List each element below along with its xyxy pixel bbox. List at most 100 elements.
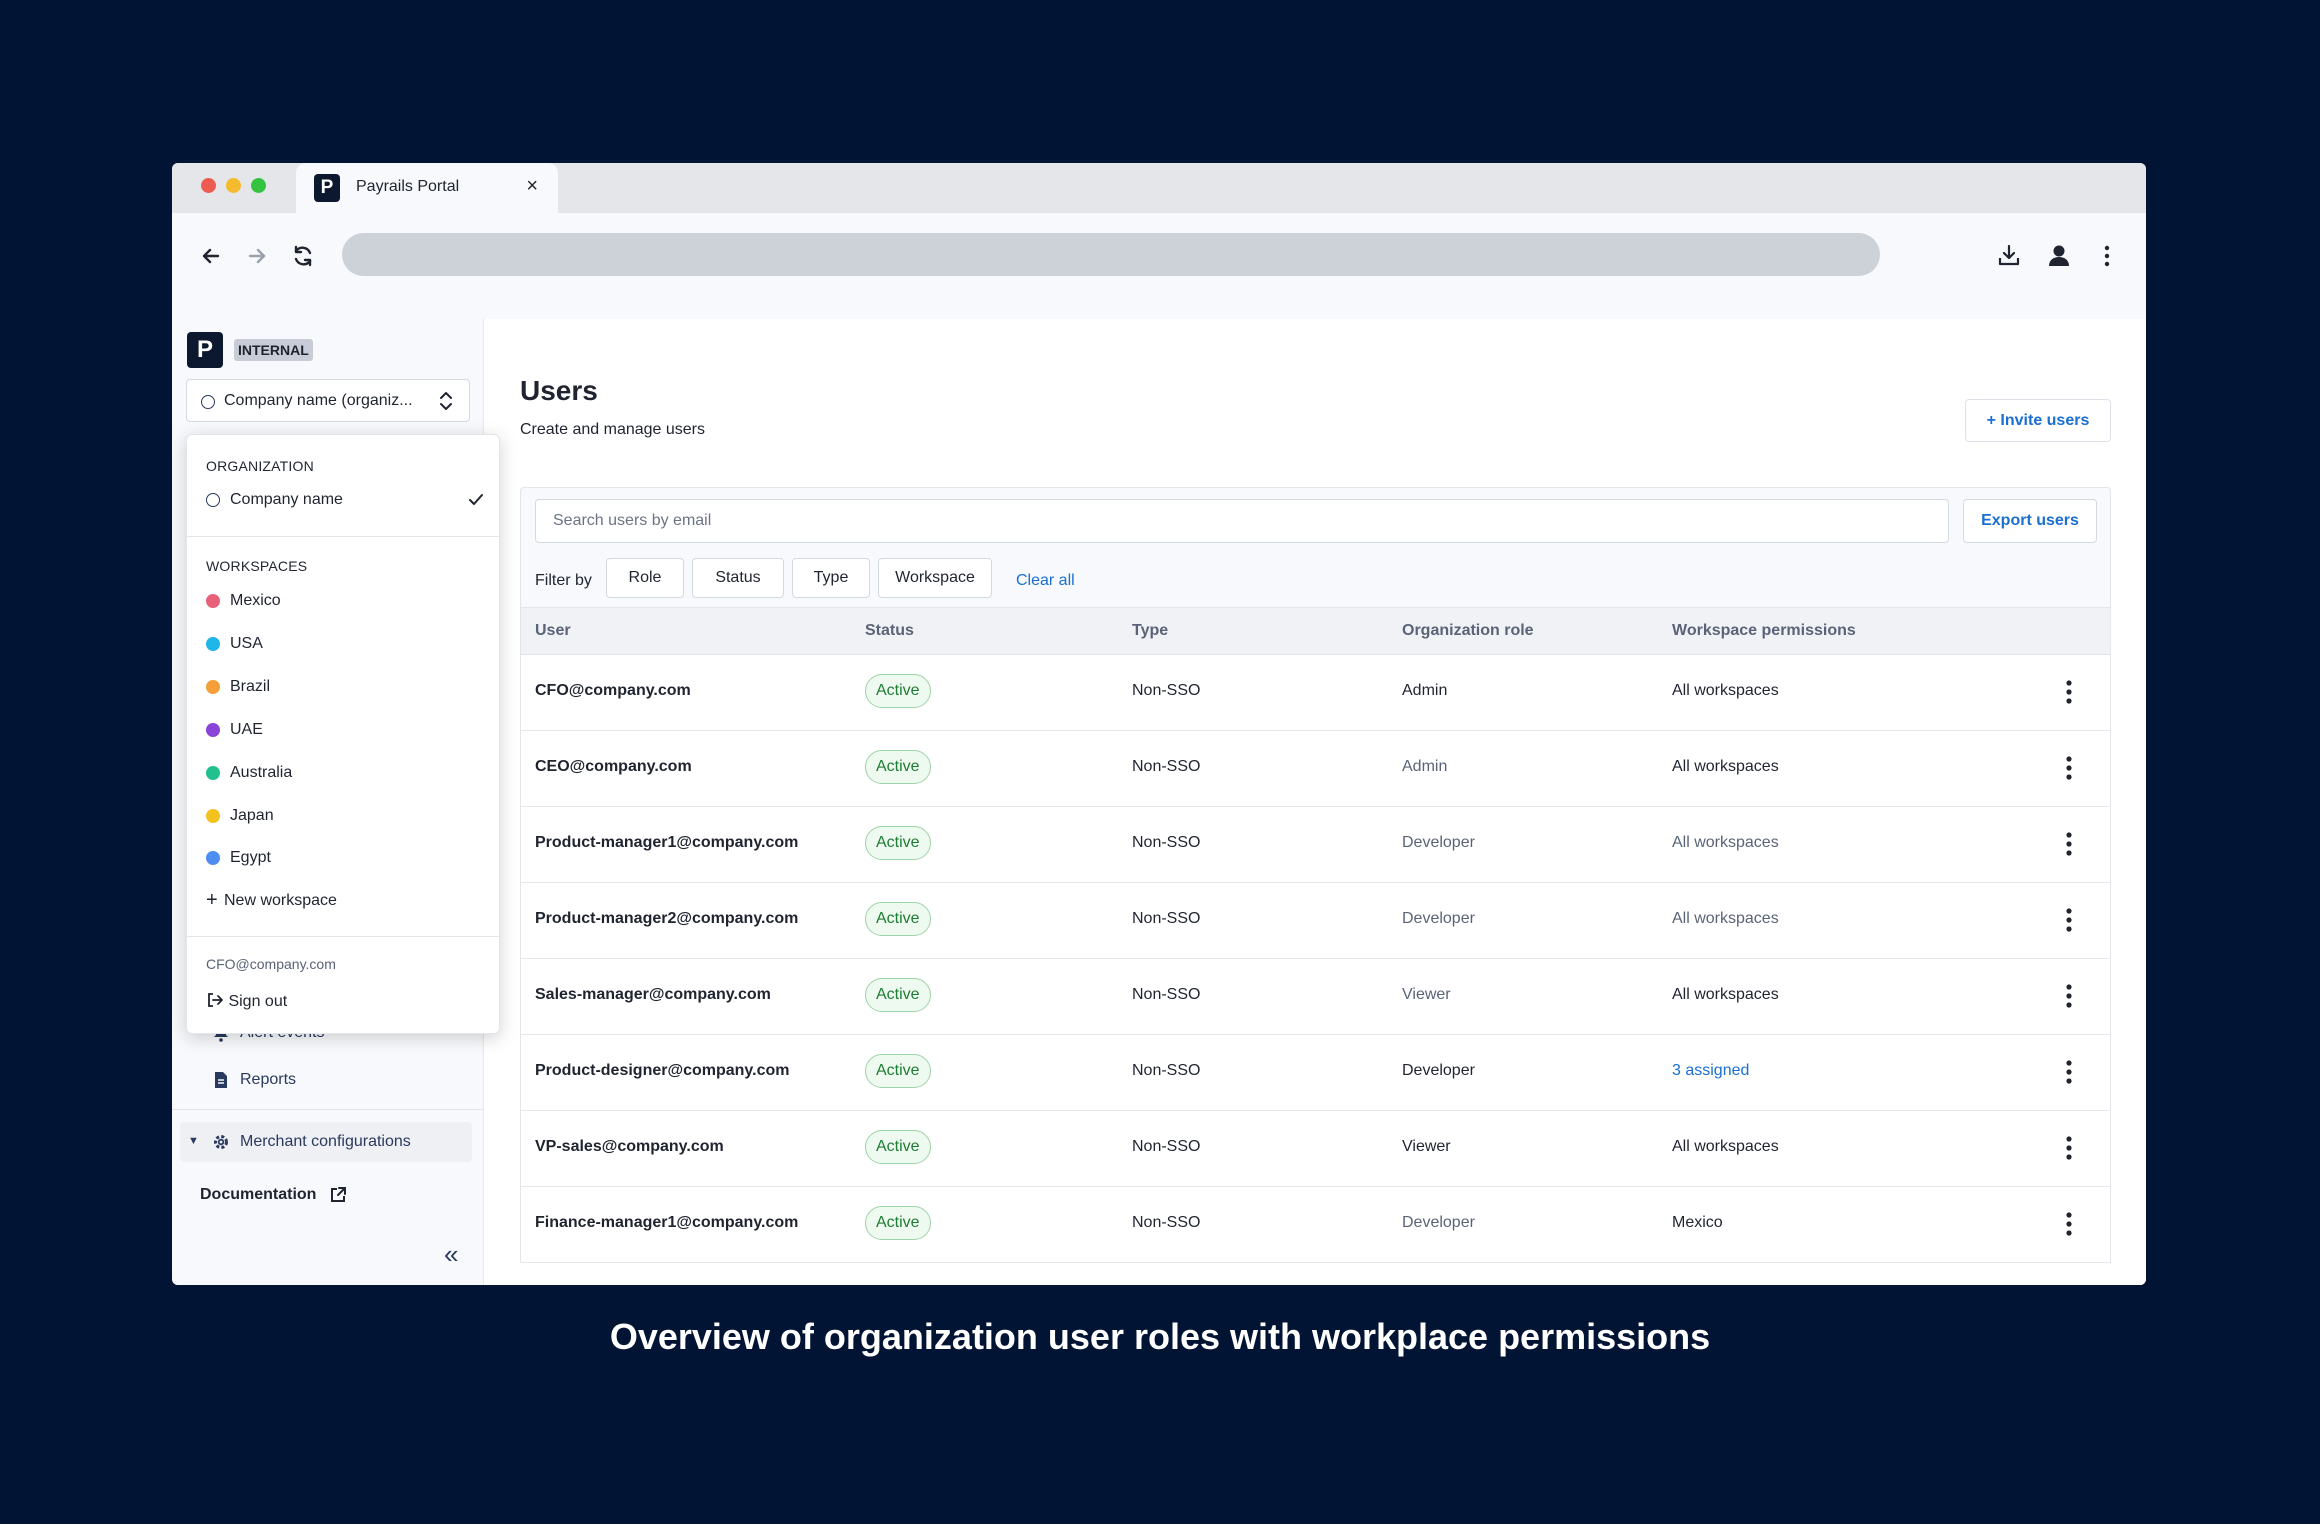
organization-role[interactable]: Viewer xyxy=(1402,986,1451,1003)
organization-role[interactable]: Admin xyxy=(1402,758,1448,775)
workspace-option-australia[interactable]: Australia xyxy=(206,759,486,789)
sidebar-item-merchant-configurations[interactable]: ▼ Merchant configurations xyxy=(180,1122,472,1162)
workspace-color-dot xyxy=(206,594,220,608)
row-actions-icon[interactable] xyxy=(2059,981,2079,1011)
organization-role[interactable]: Developer xyxy=(1402,834,1475,851)
user-email[interactable]: Product-manager1@company.com xyxy=(535,834,799,851)
download-icon[interactable] xyxy=(1994,241,2024,271)
payrails-logo-icon: P xyxy=(314,174,340,202)
row-actions-icon[interactable] xyxy=(2059,753,2079,783)
workspace-option-uae[interactable]: UAE xyxy=(206,716,486,746)
export-users-button[interactable]: Export users xyxy=(1963,499,2097,543)
caret-down-icon: ▼ xyxy=(188,1135,199,1147)
invite-users-button[interactable]: + Invite users xyxy=(1965,399,2111,442)
organization-selector[interactable]: Company name (organiz... xyxy=(186,379,470,422)
user-email[interactable]: Product-designer@company.com xyxy=(535,1062,790,1079)
row-actions-icon[interactable] xyxy=(2059,677,2079,707)
column-header-organization-role[interactable]: Organization role xyxy=(1402,622,1534,639)
column-header-workspace-permissions[interactable]: Workspace permissions xyxy=(1672,622,1856,639)
dropdown-divider xyxy=(187,936,499,937)
workspace-permissions-link[interactable]: 3 assigned xyxy=(1672,1062,1750,1079)
browser-tab[interactable]: P Payrails Portal × xyxy=(296,163,558,213)
status-badge: Active xyxy=(865,674,931,708)
column-header-status[interactable]: Status xyxy=(865,622,914,639)
organization-dropdown-menu: ORGANIZATION Company name WORKSPACES Mex… xyxy=(186,434,500,1034)
forward-icon[interactable] xyxy=(242,241,272,271)
workspaces-heading: WORKSPACES xyxy=(206,558,308,574)
clear-all-filters-link[interactable]: Clear all xyxy=(1016,572,1075,589)
column-header-type[interactable]: Type xyxy=(1132,622,1169,639)
address-bar[interactable] xyxy=(342,233,1880,276)
filter-type-button[interactable]: Type xyxy=(792,558,870,598)
row-actions-icon[interactable] xyxy=(2059,905,2079,935)
tab-close-icon[interactable]: × xyxy=(526,175,538,197)
row-actions-icon[interactable] xyxy=(2059,1133,2079,1163)
table-row[interactable]: VP-sales@company.com Active Non-SSO View… xyxy=(520,1111,2111,1187)
row-actions-icon[interactable] xyxy=(2059,829,2079,859)
status-badge: Active xyxy=(865,1130,931,1164)
tab-title: Payrails Portal xyxy=(356,178,460,195)
documentation-link[interactable]: Documentation xyxy=(200,1186,317,1203)
user-email[interactable]: VP-sales@company.com xyxy=(535,1138,724,1155)
reload-icon[interactable] xyxy=(288,241,318,271)
collapse-sidebar-icon[interactable]: « xyxy=(444,1239,459,1269)
environment-badge: INTERNAL xyxy=(234,339,313,361)
table-row[interactable]: Product-designer@company.com Active Non-… xyxy=(520,1035,2111,1111)
workspace-permissions: All workspaces xyxy=(1672,758,1779,775)
user-email[interactable]: Product-manager2@company.com xyxy=(535,910,799,927)
workspace-permissions: All workspaces xyxy=(1672,1138,1779,1155)
more-menu-icon[interactable] xyxy=(2092,241,2122,271)
sidebar-divider xyxy=(172,1109,484,1110)
user-type: Non-SSO xyxy=(1132,834,1201,851)
filter-status-button[interactable]: Status xyxy=(692,558,784,598)
profile-icon[interactable] xyxy=(2044,241,2074,271)
filter-workspace-button[interactable]: Workspace xyxy=(878,558,992,598)
external-link-icon[interactable] xyxy=(329,1186,347,1209)
page-subtitle: Create and manage users xyxy=(520,421,705,438)
table-row[interactable]: CEO@company.com Active Non-SSO Admin All… xyxy=(520,731,2111,807)
workspace-option-usa[interactable]: USA xyxy=(206,630,486,660)
plus-icon: + xyxy=(1986,412,2001,429)
search-input[interactable] xyxy=(535,499,1949,543)
workspace-option-japan[interactable]: Japan xyxy=(206,802,486,832)
user-email[interactable]: Sales-manager@company.com xyxy=(535,986,771,1003)
row-actions-icon[interactable] xyxy=(2059,1209,2079,1239)
chevron-up-down-icon xyxy=(437,390,455,417)
workspace-option-egypt[interactable]: Egypt xyxy=(206,844,486,874)
column-header-user[interactable]: User xyxy=(535,622,571,639)
user-email[interactable]: Finance-manager1@company.com xyxy=(535,1214,799,1231)
browser-toolbar xyxy=(172,213,2146,319)
main-content: Users Create and manage users + Invite u… xyxy=(484,319,2146,1285)
workspace-option-brazil[interactable]: Brazil xyxy=(206,673,486,703)
workspace-permissions[interactable]: All workspaces xyxy=(1672,910,1779,927)
sign-out-button[interactable]: Sign out xyxy=(206,991,287,1011)
table-row[interactable]: Sales-manager@company.com Active Non-SSO… xyxy=(520,959,2111,1035)
caption: Overview of organization user roles with… xyxy=(609,1316,1711,1357)
table-row[interactable]: Finance-manager1@company.com Active Non-… xyxy=(520,1187,2111,1263)
sidebar-item-reports[interactable]: Reports xyxy=(172,1060,484,1100)
user-email[interactable]: CFO@company.com xyxy=(535,682,691,699)
user-type: Non-SSO xyxy=(1132,682,1201,699)
close-window-button[interactable] xyxy=(201,178,216,193)
user-email[interactable]: CEO@company.com xyxy=(535,758,692,775)
back-icon[interactable] xyxy=(196,241,226,271)
organization-circle-icon xyxy=(201,395,215,409)
table-row[interactable]: CFO@company.com Active Non-SSO Admin All… xyxy=(520,655,2111,731)
table-row[interactable]: Product-manager2@company.com Active Non-… xyxy=(520,883,2111,959)
organization-role: Admin xyxy=(1402,682,1448,699)
organization-role[interactable]: Developer xyxy=(1402,1214,1475,1231)
workspace-option-mexico[interactable]: Mexico xyxy=(206,587,486,617)
table-row[interactable]: Product-manager1@company.com Active Non-… xyxy=(520,807,2111,883)
row-actions-icon[interactable] xyxy=(2059,1057,2079,1087)
organization-role[interactable]: Developer xyxy=(1402,910,1475,927)
user-type: Non-SSO xyxy=(1132,758,1201,775)
workspace-permissions[interactable]: All workspaces xyxy=(1672,834,1779,851)
new-workspace-button[interactable]: + New workspace xyxy=(206,887,486,917)
page-title: Users xyxy=(520,375,598,406)
new-workspace-label: New workspace xyxy=(224,892,337,909)
maximize-window-button[interactable] xyxy=(251,178,266,193)
filter-role-button[interactable]: Role xyxy=(606,558,684,598)
minimize-window-button[interactable] xyxy=(226,178,241,193)
organization-option[interactable]: Company name xyxy=(206,486,486,516)
workspace-permissions: All workspaces xyxy=(1672,986,1779,1003)
